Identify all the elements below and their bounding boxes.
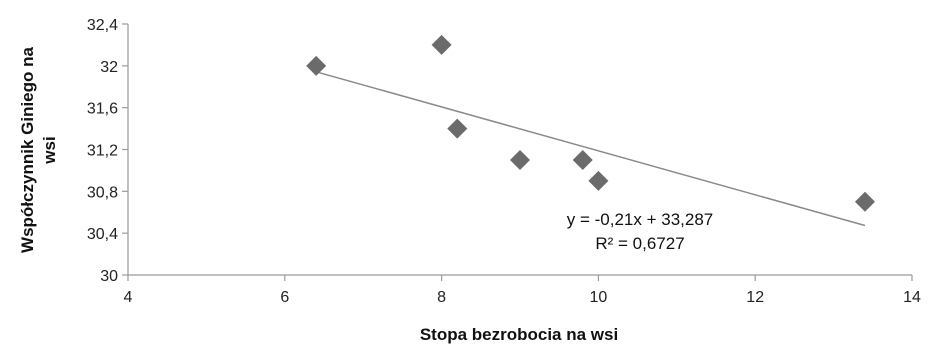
x-tick-label: 10 xyxy=(590,289,608,306)
y-tick-label: 32,4 xyxy=(87,17,118,34)
data-point xyxy=(510,149,530,170)
axes xyxy=(127,24,912,276)
x-axis-ticks: 4 6 8 10 12 14 xyxy=(124,275,921,306)
data-point xyxy=(854,191,875,212)
y-tick-label: 30 xyxy=(100,268,118,285)
data-point xyxy=(306,55,327,76)
data-point xyxy=(572,149,593,170)
y-axis-ticks: 30 30,4 30,8 31,2 31,6 32 32,4 xyxy=(87,17,128,285)
y-tick-label: 30,4 xyxy=(87,226,118,243)
y-tick-label: 31,2 xyxy=(87,143,118,160)
trendline-r-squared: R² = 0,6727 xyxy=(595,234,684,253)
y-tick-label: 31,6 xyxy=(87,101,118,118)
x-axis-title: Stopa bezrobocia na wsi xyxy=(420,325,618,344)
y-axis-title-line-1: Współczynnik Giniego na xyxy=(18,47,37,253)
data-point xyxy=(431,34,452,55)
x-tick-label: 4 xyxy=(124,289,133,306)
x-tick-label: 6 xyxy=(280,289,289,306)
data-point xyxy=(588,170,609,191)
x-tick-label: 8 xyxy=(437,289,446,306)
x-tick-label: 14 xyxy=(903,289,921,306)
y-tick-label: 30,8 xyxy=(87,184,118,201)
trendline xyxy=(315,71,866,227)
x-tick-label: 12 xyxy=(746,289,764,306)
trendline-equation: y = -0,21x + 33,287 xyxy=(567,210,714,229)
y-axis-title-line-2: wsi xyxy=(40,136,59,164)
y-tick-label: 32 xyxy=(100,59,118,76)
data-point xyxy=(447,118,468,139)
data-points xyxy=(306,34,875,212)
